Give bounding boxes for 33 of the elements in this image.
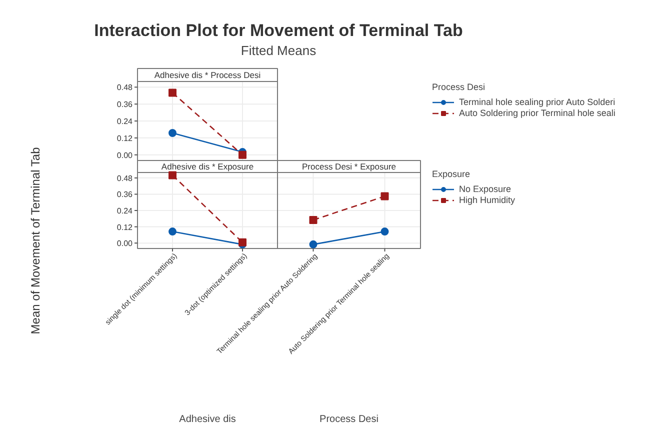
x-axis-title: Process Desi [320,414,378,425]
point [380,192,389,200]
point [380,228,389,236]
point [168,88,176,97]
y-tick-label: 0.24 [116,206,134,216]
legend-label: Auto Soldering prior Terminal hole seali [459,108,616,118]
point [168,171,176,180]
legend-title: Process Desi [432,82,486,92]
y-tick-label: 0.12 [116,222,134,232]
legend-label: Terminal hole sealing prior Auto Solderi [459,97,616,107]
x-axis-title: Adhesive dis [179,414,236,425]
text: Process Desi * Exposure [302,162,396,172]
y-tick-label: 0.48 [116,83,134,92]
legend-label: No Exposure [459,184,512,194]
point [168,228,176,236]
text: Adhesive dis * Process Desi [154,70,261,80]
legend-title: Exposure [432,169,472,179]
legend-label: High Humidity [459,195,516,205]
y-tick-label: 0.36 [116,190,134,200]
y-axis-title: Mean of Movement of Terminal Tab [28,146,42,334]
point [168,129,176,137]
chart-subtitle: Fitted Means [240,43,317,58]
point [238,150,246,159]
y-tick-label: 0.48 [116,174,134,183]
chart-title: Interaction Plot for Movement of Terminal Tab [94,21,463,40]
text: Adhesive dis * Exposure [161,162,254,172]
point [309,240,318,248]
y-tick-label: 0.24 [116,117,134,126]
point [309,216,318,224]
y-tick-label: 0.36 [116,100,134,110]
y-tick-label: 0.00 [116,150,134,160]
y-tick-label: 0.00 [116,239,134,248]
y-tick-label: 0.12 [116,134,134,143]
